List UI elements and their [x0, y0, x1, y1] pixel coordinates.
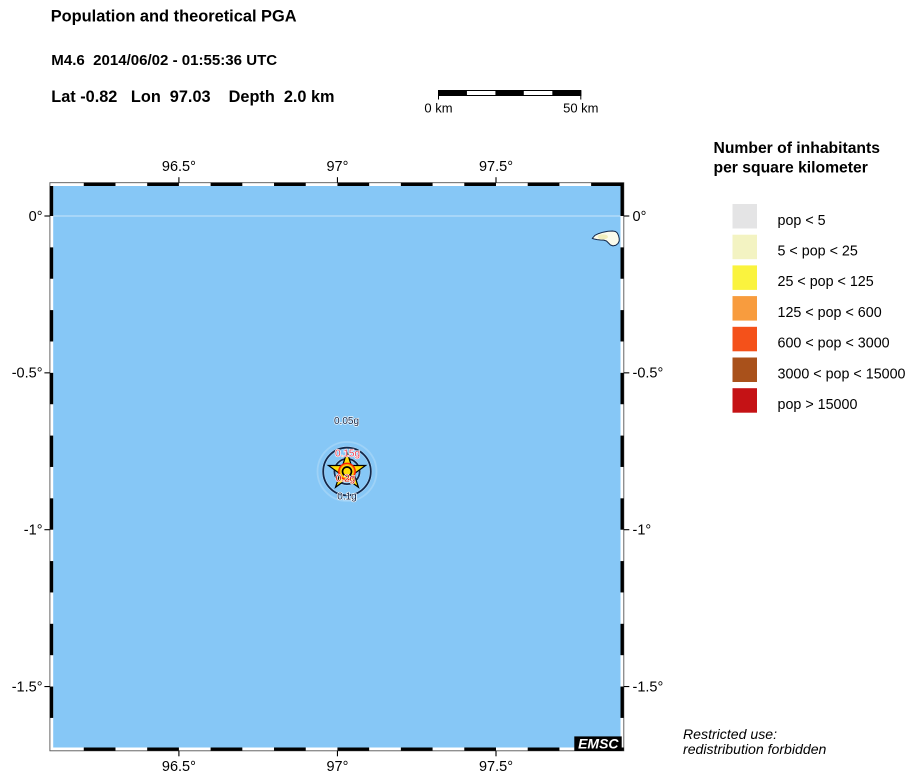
svg-text:25 < pop < 125: 25 < pop < 125: [778, 274, 874, 290]
svg-text:pop < 5: pop < 5: [778, 213, 826, 229]
svg-text:96.5°: 96.5°: [162, 159, 196, 175]
svg-text:600 < pop < 3000: 600 < pop < 3000: [778, 336, 890, 352]
svg-text:0.15g: 0.15g: [335, 448, 360, 459]
svg-text:-1°: -1°: [24, 523, 43, 539]
svg-text:5 < pop < 25: 5 < pop < 25: [778, 244, 858, 260]
svg-text:0.15g: 0.15g: [335, 448, 360, 459]
svg-text:-1°: -1°: [633, 523, 652, 539]
svg-text:-0.5°: -0.5°: [12, 366, 43, 382]
svg-text:0.05g: 0.05g: [334, 416, 359, 427]
svg-text:0.1g: 0.1g: [337, 492, 356, 503]
svg-text:125 < pop < 600: 125 < pop < 600: [778, 305, 882, 321]
svg-text:0°: 0°: [29, 209, 43, 225]
svg-text:Population and theoretical PGA: Population and theoretical PGA: [51, 7, 297, 25]
svg-text:Restricted use:: Restricted use:: [683, 726, 777, 742]
svg-text:-1.5°: -1.5°: [633, 679, 664, 695]
svg-text:Number of inhabitants: Number of inhabitants: [714, 140, 881, 157]
svg-text:0.05g: 0.05g: [334, 416, 359, 427]
svg-text:M4.6 2014/06/02 - 01:55:36 UT: M4.6 2014/06/02 - 01:55:36 UTC: [51, 52, 277, 69]
svg-text:97°: 97°: [326, 759, 348, 775]
svg-text:-1.5°: -1.5°: [12, 679, 43, 695]
svg-text:3000 < pop < 15000: 3000 < pop < 15000: [778, 366, 906, 382]
svg-text:per square kilometer: per square kilometer: [714, 159, 868, 176]
svg-text:0.1g: 0.1g: [337, 492, 356, 503]
svg-text:0.2g: 0.2g: [336, 474, 355, 485]
svg-text:Lat -0.82 Lon 97.03 Dept: Lat -0.82 Lon 97.03 Depth 2.0 km: [51, 88, 334, 106]
svg-text:-0.5°: -0.5°: [633, 366, 664, 382]
svg-text:pop > 15000: pop > 15000: [778, 397, 858, 413]
svg-text:EMSC: EMSC: [578, 735, 619, 751]
svg-text:97.5°: 97.5°: [479, 159, 513, 175]
svg-text:0°: 0°: [633, 209, 647, 225]
svg-text:0 km: 0 km: [424, 100, 452, 115]
svg-text:50 km: 50 km: [563, 100, 598, 115]
svg-text:redistribution forbidden: redistribution forbidden: [683, 741, 827, 757]
svg-text:97.5°: 97.5°: [479, 759, 513, 775]
svg-text:97°: 97°: [326, 159, 348, 175]
svg-text:0.2g: 0.2g: [336, 474, 355, 485]
svg-text:96.5°: 96.5°: [162, 759, 196, 775]
